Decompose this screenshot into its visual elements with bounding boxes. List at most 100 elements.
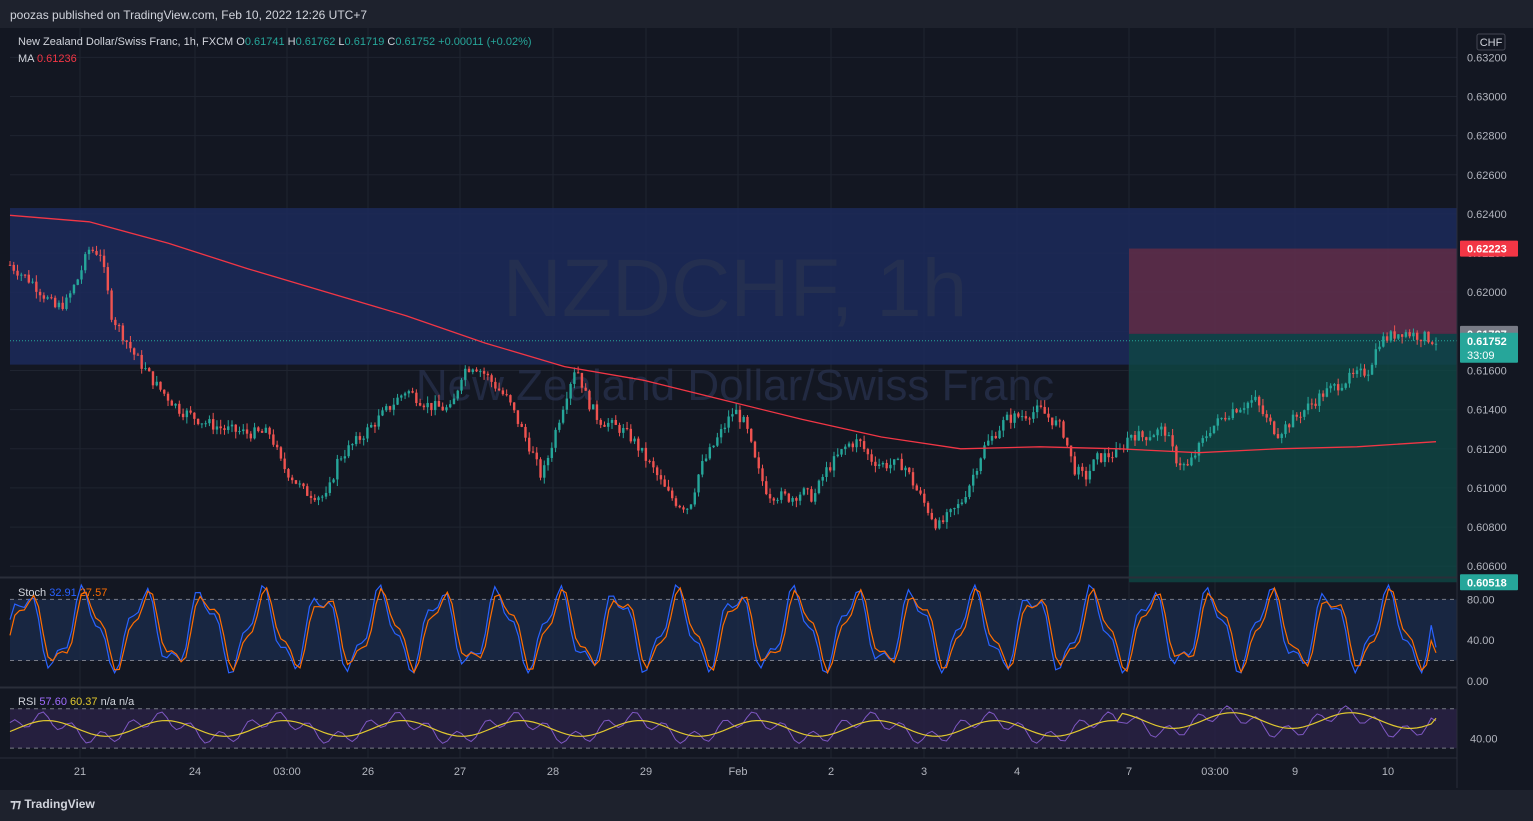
candle-body [230,424,234,427]
candle-body [200,423,204,425]
candle-body [159,381,162,390]
rsi-tick-label: 40.00 [1470,733,1498,745]
position-target-zone [1129,248,1457,334]
candle-body [400,395,403,398]
candle-body [1137,431,1140,441]
candle-body [1167,435,1171,437]
time-tick-label: 03:00 [273,766,301,778]
candle-body [121,325,125,341]
candle-body [163,389,166,394]
candle-body [580,372,584,388]
chart-canvas[interactable]: NZDCHF, 1h New Zealand Dollar/Swiss Franc… [0,28,1533,790]
candle-body [524,426,527,438]
candle-body [38,291,42,296]
candle-body [403,393,407,396]
candle-body [490,375,493,382]
price-tick-label: 0.61400 [1467,405,1507,417]
candle-body [765,481,768,495]
candle-body [900,458,903,471]
candle-body [1013,413,1016,423]
price-tick-label: 0.60800 [1467,522,1507,534]
stoch-legend: Stoch 32.91 27.57 [18,587,108,599]
candle-body [712,445,715,448]
candle-body [1378,346,1381,350]
candle-body [776,499,779,501]
candle-body [20,274,23,276]
candle-body [896,458,900,460]
candle-body [1054,420,1058,426]
candle-body [1163,426,1167,436]
stoch-k-value: 32.91 [49,587,77,599]
candle-body [306,486,309,496]
price-label: 0.60518 [1467,577,1507,589]
candle-body [471,369,474,373]
candle-body [1141,431,1144,438]
tradingview-logo[interactable]: ⁊⁊ TradingView [10,797,95,811]
stoch-tick-label: 80.00 [1467,594,1495,606]
candle-body [196,418,200,425]
candle-body [1355,370,1359,375]
candle-body [1329,385,1332,389]
candle-body [125,340,128,342]
open-value: 0.61741 [244,36,285,48]
candle-body [810,489,813,502]
candle-body [874,461,877,467]
candle-body [829,467,832,471]
candle-body [832,456,836,471]
candle-body [813,493,817,502]
candle-body [50,297,53,299]
candle-body [719,429,723,438]
candle-body [283,458,286,470]
candle-body [1280,434,1283,439]
candle-body [497,388,501,391]
candle-body [1385,336,1389,341]
candle-body [87,249,91,255]
candle-body [1389,331,1393,341]
candle-body [16,270,19,276]
candle-body [249,433,253,439]
candle-body [132,348,136,355]
candle-body [926,502,930,513]
candle-body [847,443,851,447]
candle-body [211,419,215,430]
candle-body [512,402,516,411]
candle-body [561,409,565,423]
candle-body [494,381,497,389]
candle-body [1005,414,1009,421]
candle-body [1367,374,1370,376]
candle-body [825,467,828,477]
candle-body [140,354,143,369]
candle-body [166,393,170,401]
candle-body [701,461,704,475]
candle-body [1382,336,1385,347]
candle-body [1254,396,1257,401]
candle-body [1336,384,1340,391]
candle-body [181,413,185,418]
candle-body [215,426,219,430]
time-tick-label: 2 [828,766,834,778]
candle-body [972,474,975,486]
candle-body [1032,412,1035,419]
candle-body [1265,414,1268,418]
candle-body [761,468,764,482]
candle-body [460,379,463,391]
time-tick-label: 28 [547,766,559,778]
candle-body [464,368,467,380]
candle-body [655,467,659,476]
candle-body [757,457,760,469]
candle-body [501,390,505,395]
candle-body [151,371,155,386]
candle-body [990,435,994,441]
candle-body [279,447,283,459]
time-tick-label: 03:00 [1201,766,1229,778]
candle-body [708,447,712,459]
candle-body [1412,332,1415,337]
candle-body [964,496,967,503]
candle-body [1231,409,1235,419]
candle-body [516,410,520,424]
candle-body [257,427,260,432]
candle-body [1352,372,1355,375]
stoch-tick-label: 0.00 [1467,676,1488,688]
candle-body [640,447,644,451]
rsi-legend: RSI 57.60 60.37 n/a n/a [18,696,135,708]
